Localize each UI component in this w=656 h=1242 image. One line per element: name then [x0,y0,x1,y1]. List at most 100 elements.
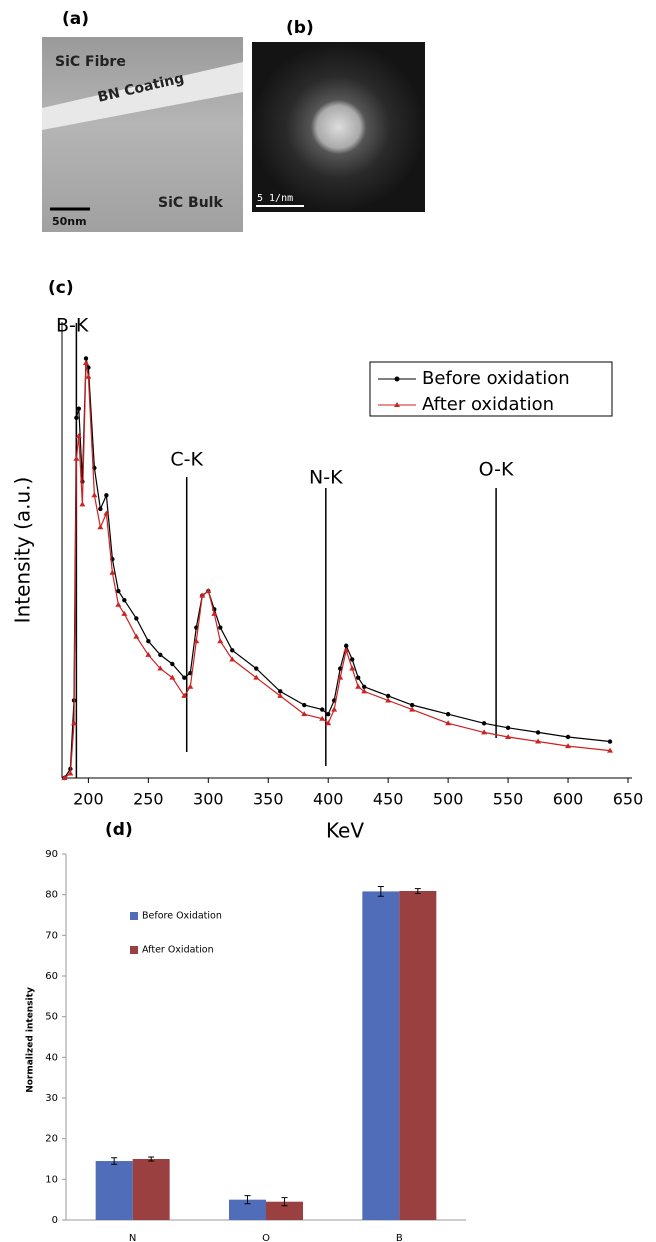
bar [399,891,437,1220]
bar [229,1199,266,1220]
marker [409,706,416,712]
legend-marker [394,376,400,382]
marker [98,506,103,512]
marker [145,651,152,657]
x-tick-label: 550 [493,790,524,809]
marker [338,666,343,671]
marker [409,702,415,708]
legend-swatch [130,912,138,920]
error-bar [244,1195,251,1205]
y-tick-label: 90 [45,849,58,860]
x-tick-label: 450 [373,790,404,809]
legend-marker [394,402,400,407]
marker [82,360,89,366]
marker [331,706,338,712]
marker [75,433,82,438]
scale-label: 50nm [52,215,87,228]
error-bar [414,888,421,894]
tem-image [42,37,243,232]
marker [277,692,284,698]
x-tick-label: 600 [553,790,584,809]
y-tick-label: 60 [45,971,58,982]
x-tick-label: 250 [133,790,164,809]
marker [445,711,451,717]
marker [361,688,368,694]
x-tick-label: 400 [313,790,344,809]
image-label: SiC Bulk [158,195,223,211]
y-tick-label: 80 [45,890,58,901]
panel-label: (d) [105,820,133,840]
marker [254,666,259,671]
marker [211,610,218,616]
legend-label: Before Oxidation [142,911,222,922]
marker [61,775,68,780]
marker [565,743,572,749]
x-tick-label: 650 [613,790,644,809]
x-tick-label: 500 [433,790,464,809]
marker [67,770,74,776]
image-label: SiC Fibre [55,54,126,70]
error-bar [281,1197,288,1207]
marker [76,406,81,411]
marker [607,747,614,753]
marker [146,639,151,644]
marker [218,625,223,630]
marker [445,720,452,726]
marker [355,683,362,689]
marker [349,657,355,662]
marker [74,415,79,420]
x-tick-label: O [262,1233,270,1242]
marker [607,739,613,744]
annotation-label: B-K [56,315,89,337]
annotation-label: C-K [170,449,203,471]
series-line [63,358,611,779]
panel-label: (c) [48,278,74,298]
marker [505,725,511,731]
bar [362,891,400,1220]
marker [122,597,127,603]
x-tick-label: 200 [73,790,104,809]
marker [535,738,542,744]
annotation-label: N-K [309,467,343,489]
marker [133,633,140,639]
marker [187,683,194,689]
legend-label: After oxidation [422,394,554,415]
y-tick-label: 70 [45,930,58,941]
marker [481,729,488,735]
y-axis-label: Intensity (a.u.) [11,477,35,624]
x-tick-label: 300 [193,790,224,809]
marker [535,730,541,735]
x-tick-label: N [129,1233,136,1242]
y-tick-label: 50 [45,1012,58,1023]
scale-label: 5 1/nm [257,193,293,204]
marker [109,569,116,575]
y-tick-label: 30 [45,1093,58,1104]
marker [481,721,487,726]
marker [193,638,200,644]
marker [320,707,325,712]
marker [205,588,212,594]
marker [103,510,110,516]
y-tick-label: 10 [45,1174,58,1185]
marker [83,356,89,361]
marker [565,734,571,740]
bar [266,1201,303,1220]
annotation-label: O-K [479,459,514,481]
bar [132,1159,170,1220]
marker [157,665,164,671]
marker [355,675,361,680]
marker [253,674,260,680]
marker [158,652,163,658]
marker [73,455,80,461]
marker [85,373,92,379]
marker [301,711,308,717]
marker [182,675,187,680]
marker [361,684,367,689]
marker [199,592,206,598]
marker [319,715,326,721]
legend-label: After Oxidation [142,945,214,956]
marker [104,493,109,498]
marker [385,693,391,699]
marker [70,720,77,726]
